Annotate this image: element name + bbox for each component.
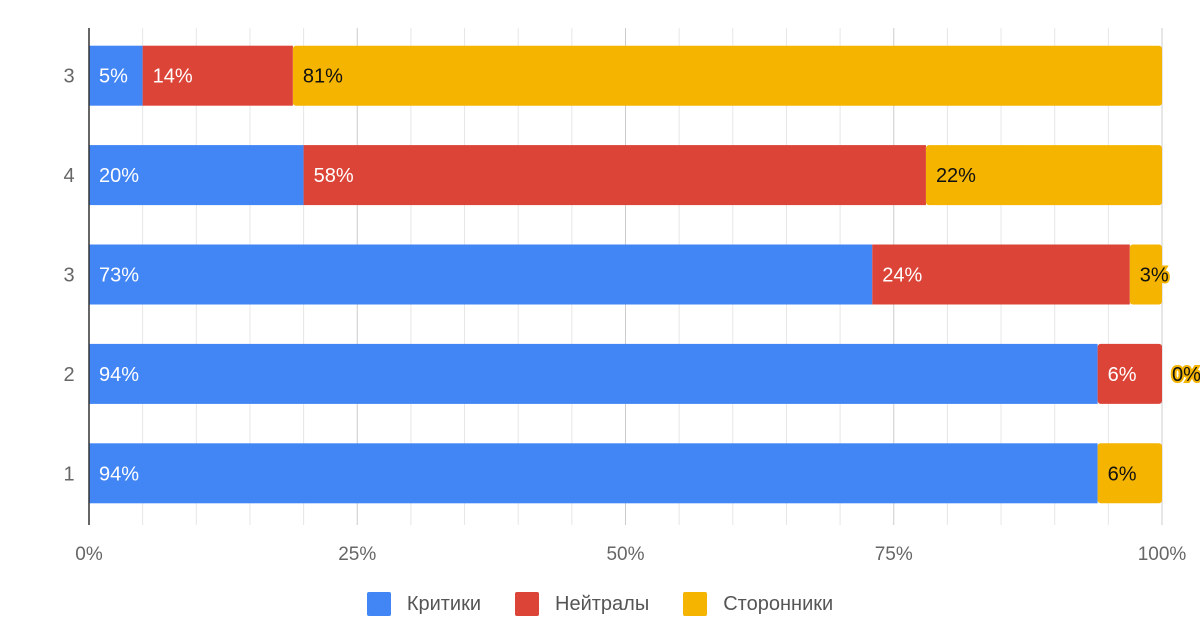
legend-label: Критики: [406, 592, 482, 615]
x-tick-label: 25%: [338, 544, 376, 565]
data-label: 94%: [99, 463, 139, 485]
bar-segment: [872, 244, 1130, 305]
legend-item[interactable]: Сторонники: [683, 592, 833, 616]
x-tick-label: 50%: [606, 544, 644, 565]
data-label: 6%: [1108, 364, 1137, 386]
data-label: 20%: [99, 165, 139, 187]
legend: Критики Нейтралы Сторонники: [0, 592, 1200, 616]
bar-segment: [1097, 343, 1162, 404]
bar-segment: [1129, 244, 1162, 305]
bar-segment: [89, 443, 1098, 504]
x-tick-label: 75%: [875, 544, 913, 565]
data-label: 58%: [314, 165, 354, 187]
legend-swatch: [683, 592, 708, 616]
y-category-label: 1: [63, 463, 74, 485]
data-label: 5%: [99, 66, 128, 88]
bar-segment: [925, 145, 1162, 206]
legend-item[interactable]: Критики: [366, 592, 482, 616]
bar-segment: [303, 145, 926, 206]
bar-segment: [1097, 443, 1162, 504]
legend-item[interactable]: Нейтралы: [515, 592, 649, 616]
legend-swatch: [515, 592, 540, 616]
data-label: 24%: [882, 265, 922, 287]
bar-segment: [142, 45, 293, 106]
legend-swatch: [366, 592, 391, 616]
legend-label: Нейтралы: [555, 592, 650, 615]
bar-segment: [89, 145, 304, 206]
data-label: 94%: [99, 364, 139, 386]
data-label: 14%: [153, 66, 193, 88]
data-label: 22%: [936, 165, 976, 187]
data-label: 0%: [1172, 364, 1200, 386]
stacked-bar-chart: 0% 25% 50% 75% 100%3 5% 14% 81%4 20% 58% 22%3 73% 24…: [63, 28, 1200, 565]
y-category-label: 2: [63, 364, 74, 386]
legend-label: Сторонники: [723, 592, 834, 615]
bar-segment: [89, 45, 143, 106]
y-category-label: 4: [63, 165, 74, 187]
bar-segment: [89, 244, 873, 305]
bar-segment: [292, 45, 1162, 106]
data-label: 73%: [99, 265, 139, 287]
data-label: 81%: [303, 66, 343, 88]
x-tick-label: 0%: [75, 544, 103, 565]
x-tick-label: 100%: [1138, 544, 1187, 565]
bar-segment: [89, 343, 1098, 404]
data-label: 6%: [1108, 463, 1137, 485]
y-category-label: 3: [63, 66, 74, 88]
y-category-label: 3: [63, 265, 74, 287]
data-label: 3%: [1140, 265, 1169, 287]
